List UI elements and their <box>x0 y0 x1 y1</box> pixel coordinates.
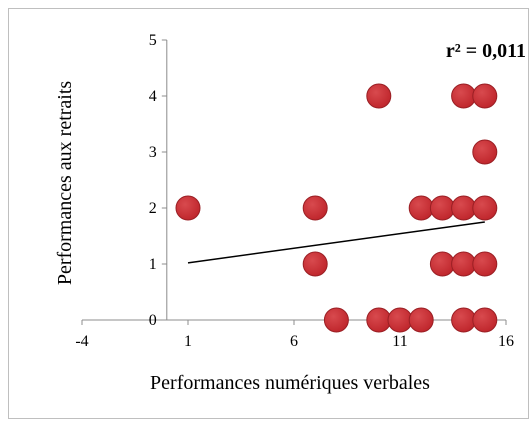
x-tick-label: 16 <box>498 333 514 350</box>
r-squared-annotation: r² = 0,011 <box>446 40 526 62</box>
x-tick-label: -4 <box>75 333 88 350</box>
data-point <box>451 83 477 109</box>
trendline-group <box>187 221 485 264</box>
y-tick-label: 1 <box>149 256 157 273</box>
y-tick-label: 4 <box>149 88 157 105</box>
data-point <box>472 195 498 221</box>
data-point <box>451 195 477 221</box>
y-tick-label: 0 <box>149 312 157 329</box>
data-point <box>366 307 392 333</box>
data-point <box>451 251 477 277</box>
data-point <box>408 307 434 333</box>
data-point <box>472 307 498 333</box>
data-points <box>175 83 498 333</box>
data-point <box>429 195 455 221</box>
data-point <box>472 251 498 277</box>
data-point <box>472 83 498 109</box>
data-point <box>472 139 498 165</box>
data-point <box>408 195 434 221</box>
data-point <box>302 195 328 221</box>
data-point <box>387 307 413 333</box>
axes <box>82 40 506 321</box>
data-point <box>302 251 328 277</box>
y-axis-label: Performances aux retraits <box>54 81 76 286</box>
y-tick-label: 5 <box>149 32 157 49</box>
x-tick-label: 1 <box>184 333 192 350</box>
trendline <box>187 221 485 264</box>
x-tick-label: 6 <box>290 333 298 350</box>
data-point <box>366 83 392 109</box>
data-point <box>451 307 477 333</box>
y-tick-label: 3 <box>149 144 157 161</box>
y-tick-label: 2 <box>149 200 157 217</box>
x-axis-label: Performances numériques verbales <box>150 372 430 394</box>
data-point <box>429 251 455 277</box>
x-tick-label: 11 <box>392 333 407 350</box>
data-point <box>323 307 349 333</box>
data-point <box>175 195 201 221</box>
